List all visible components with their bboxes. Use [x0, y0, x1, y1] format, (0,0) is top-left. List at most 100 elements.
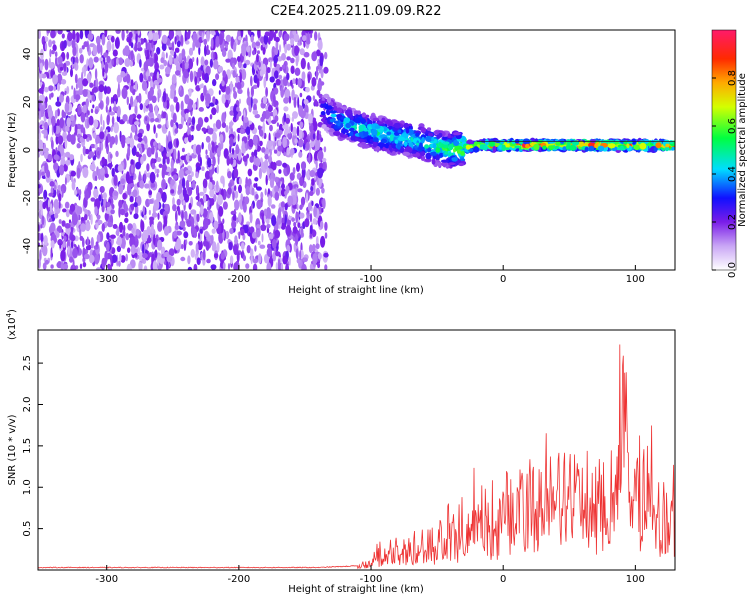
- noise-speckle: [50, 264, 54, 269]
- noise-speckle: [80, 124, 84, 133]
- noise-speckle: [177, 150, 180, 161]
- noise-speckle: [57, 239, 63, 246]
- noise-speckle: [299, 121, 304, 129]
- noise-speckle: [49, 203, 53, 213]
- noise-speckle: [286, 72, 290, 81]
- noise-speckle: [116, 245, 121, 253]
- noise-speckle: [48, 192, 54, 197]
- noise-speckle: [162, 203, 165, 209]
- noise-speckle: [263, 76, 267, 89]
- noise-speckle: [213, 59, 219, 70]
- noise-speckle: [135, 33, 138, 44]
- ridge-cell: [465, 144, 471, 150]
- ridge-cell: [377, 142, 385, 149]
- noise-speckle: [218, 206, 224, 217]
- noise-speckle: [258, 253, 262, 264]
- noise-speckle: [132, 189, 138, 198]
- noise-speckle: [73, 62, 76, 70]
- noise-speckle: [280, 262, 284, 270]
- noise-speckle: [112, 49, 118, 57]
- noise-speckle: [38, 110, 42, 121]
- noise-speckle: [130, 159, 134, 166]
- noise-speckle: [57, 184, 61, 191]
- noise-speckle: [295, 248, 299, 259]
- noise-speckle: [90, 213, 93, 225]
- ridge-cell: [410, 137, 414, 141]
- noise-speckle: [144, 183, 150, 189]
- noise-speckle: [93, 188, 99, 199]
- noise-speckle: [233, 244, 239, 256]
- noise-speckle: [282, 255, 288, 265]
- noise-speckle: [222, 70, 227, 78]
- noise-speckle: [233, 168, 239, 179]
- noise-speckle: [291, 217, 295, 222]
- noise-speckle: [247, 87, 250, 98]
- ridge-cell: [376, 121, 384, 125]
- noise-speckle: [232, 213, 237, 222]
- noise-speckle: [197, 77, 200, 84]
- ridge-cell: [407, 139, 412, 144]
- noise-speckle: [118, 199, 123, 209]
- spectrogram-y-tick-label: -40: [22, 238, 33, 254]
- noise-speckle: [135, 228, 140, 237]
- ridge-cell: [363, 127, 368, 132]
- noise-speckle: [315, 160, 318, 170]
- noise-speckle: [316, 129, 320, 142]
- noise-speckle: [70, 170, 76, 177]
- noise-speckle: [252, 84, 258, 90]
- noise-speckle: [227, 171, 232, 179]
- noise-speckle: [54, 109, 58, 119]
- noise-speckle: [38, 139, 44, 150]
- noise-speckle: [38, 30, 41, 39]
- noise-speckle: [299, 249, 302, 261]
- noise-speckle: [140, 156, 144, 165]
- noise-speckle: [198, 45, 201, 56]
- noise-speckle: [309, 224, 313, 235]
- noise-speckle: [116, 226, 120, 237]
- ridge-cell: [432, 142, 437, 149]
- noise-speckle: [253, 183, 257, 188]
- noise-speckle: [76, 167, 81, 179]
- noise-speckle: [206, 30, 210, 42]
- ridge-cell: [326, 96, 332, 104]
- noise-speckle: [104, 61, 109, 74]
- noise-speckle: [82, 166, 89, 179]
- noise-speckle: [275, 78, 281, 86]
- noise-speckle: [266, 167, 270, 177]
- noise-speckle: [149, 86, 154, 97]
- noise-speckle: [136, 246, 141, 255]
- noise-speckle: [225, 124, 229, 133]
- noise-speckle: [273, 87, 279, 95]
- noise-speckle: [259, 140, 263, 147]
- noise-speckle: [263, 208, 267, 217]
- noise-speckle: [94, 206, 98, 216]
- noise-speckle: [109, 111, 116, 116]
- noise-speckle: [92, 160, 95, 168]
- noise-speckle: [215, 73, 220, 80]
- noise-speckle: [69, 256, 74, 263]
- spectrogram-y-tick-label: 40: [22, 48, 33, 61]
- noise-speckle: [267, 36, 271, 45]
- ridge-cell: [395, 148, 402, 152]
- ridge-cell: [427, 147, 432, 153]
- ridge-cell: [412, 150, 417, 154]
- ridge-cell: [447, 162, 456, 166]
- noise-speckle: [73, 87, 76, 100]
- noise-speckle: [215, 119, 222, 130]
- noise-speckle: [249, 156, 254, 163]
- noise-speckle: [168, 130, 171, 143]
- noise-speckle: [292, 167, 296, 175]
- noise-speckle: [107, 221, 113, 228]
- ridge-cell: [438, 141, 442, 147]
- noise-speckle: [189, 70, 194, 83]
- noise-speckle: [181, 60, 185, 72]
- noise-speckle: [51, 139, 54, 150]
- noise-speckle: [83, 41, 89, 48]
- noise-speckle: [195, 242, 199, 252]
- noise-speckle: [126, 263, 132, 270]
- ridge-cell: [426, 127, 432, 131]
- noise-speckle: [239, 69, 243, 74]
- noise-speckle: [315, 243, 320, 250]
- noise-speckle: [78, 189, 82, 196]
- ridge-cell: [655, 142, 662, 149]
